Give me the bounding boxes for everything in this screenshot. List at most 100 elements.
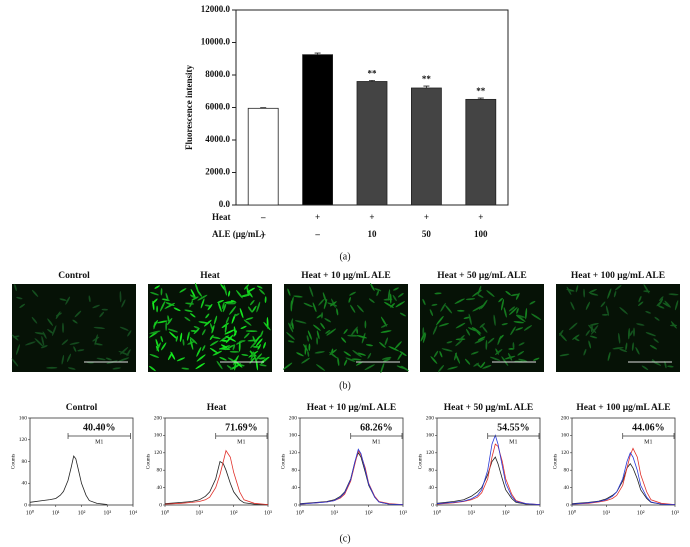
cell <box>638 295 642 303</box>
cell <box>351 358 362 361</box>
cell <box>251 305 257 313</box>
cell <box>189 300 194 308</box>
cell <box>482 365 492 369</box>
cell <box>118 357 130 362</box>
cell <box>384 337 388 346</box>
gate-percent: 54.55% <box>497 422 530 433</box>
cell <box>431 303 438 306</box>
y-tick-label: 40 <box>429 485 435 491</box>
cell <box>493 314 496 326</box>
cell <box>256 301 261 313</box>
cell <box>31 316 38 324</box>
cell <box>193 326 200 329</box>
cell <box>209 334 214 341</box>
cell <box>636 323 645 326</box>
significance-mark: ** <box>422 74 432 84</box>
cell <box>217 301 222 313</box>
cell <box>88 295 91 303</box>
cell <box>67 367 76 370</box>
cell <box>165 321 168 331</box>
gate-bracket <box>350 433 403 439</box>
cell <box>348 296 351 303</box>
cell <box>287 340 295 343</box>
cell <box>170 351 176 360</box>
cell <box>294 320 307 324</box>
histogram-line <box>436 443 541 505</box>
cell <box>629 330 634 337</box>
cell <box>515 327 524 331</box>
micrograph-background <box>556 284 680 372</box>
cell <box>474 338 485 344</box>
cell <box>446 340 453 344</box>
gate-percent: 44.06% <box>632 422 665 433</box>
cell <box>383 301 394 308</box>
bar <box>410 87 442 206</box>
cell <box>101 308 109 311</box>
cell <box>40 345 48 349</box>
cell <box>397 292 404 298</box>
y-axis-label: Counts <box>10 454 16 470</box>
cell <box>380 324 388 328</box>
cell <box>160 335 164 343</box>
cell <box>59 298 67 301</box>
micrograph <box>556 283 680 372</box>
y-tick-label: 10000.0 <box>201 37 231 47</box>
cell <box>382 358 391 362</box>
micrograph <box>11 283 136 372</box>
cell <box>47 329 54 334</box>
y-tick-label: 80 <box>564 467 570 473</box>
cell <box>667 365 674 368</box>
x-tick-label: 10² <box>230 510 238 516</box>
cell <box>649 344 657 350</box>
cell <box>653 338 659 343</box>
cell <box>588 288 597 294</box>
cell <box>664 300 671 308</box>
cell <box>99 311 105 318</box>
cell <box>500 299 505 311</box>
cell <box>119 347 129 355</box>
cell <box>323 298 328 310</box>
cell <box>318 298 325 306</box>
cell <box>209 347 219 354</box>
cell <box>247 339 259 342</box>
cell <box>570 301 575 311</box>
micrograph-title: Heat <box>200 271 220 281</box>
cell <box>258 288 266 295</box>
cell <box>229 350 240 353</box>
cell <box>503 307 507 318</box>
cell <box>619 306 628 315</box>
gate-percent: 40.40% <box>83 422 116 433</box>
cell <box>105 357 112 361</box>
cell <box>93 326 106 329</box>
cell <box>573 337 580 342</box>
y-tick-label: 160 <box>154 433 163 439</box>
cell <box>336 308 339 316</box>
histogram-line <box>571 463 676 505</box>
histogram-title: Heat + 50 μg/mL ALE <box>444 403 533 413</box>
table-cell: + <box>369 212 374 222</box>
plot-frame <box>299 417 404 506</box>
cell <box>643 283 650 294</box>
cell <box>583 288 586 298</box>
cell <box>184 316 191 322</box>
table-row-label: Heat <box>212 212 231 222</box>
cell <box>245 317 254 321</box>
cell <box>200 298 205 309</box>
y-tick-label: 200 <box>426 415 435 421</box>
cell <box>12 335 20 338</box>
x-tick-label: 10³ <box>264 510 272 516</box>
y-tick-label: 6000.0 <box>205 102 230 112</box>
cell <box>559 353 570 357</box>
table-cell: 10 <box>368 229 378 239</box>
error-bar <box>369 79 375 82</box>
cell <box>652 359 657 364</box>
cell <box>365 344 374 347</box>
cell <box>329 301 337 307</box>
cell <box>439 350 443 358</box>
cell <box>246 286 250 297</box>
y-tick-label: 120 <box>19 437 28 443</box>
cell <box>392 294 397 302</box>
cell <box>380 316 388 327</box>
cell <box>324 318 332 323</box>
cell <box>489 356 501 361</box>
